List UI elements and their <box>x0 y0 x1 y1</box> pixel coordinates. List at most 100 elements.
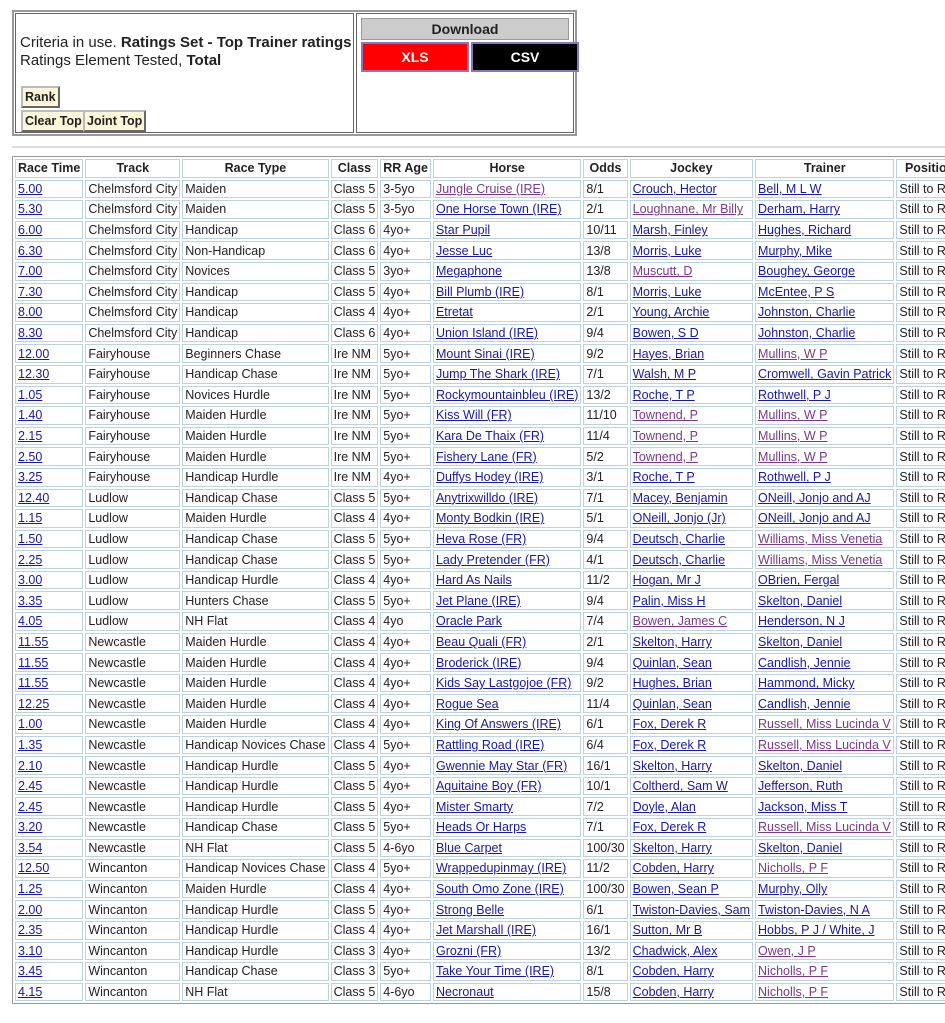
race-time-link[interactable]: 3.00 <box>18 573 43 588</box>
horse-link[interactable]: Anytrixwilldo (IRE) <box>435 490 539 505</box>
jockey-link[interactable]: Marsh, Finley <box>632 223 708 238</box>
horse-link[interactable]: Kids Say Lastgojoe (FR) <box>435 676 572 691</box>
race-time-link[interactable]: 1.05 <box>18 387 43 402</box>
jockey-link[interactable]: Cobden, Harry <box>632 861 714 876</box>
jockey-link[interactable]: Bowen, James C <box>632 614 728 629</box>
jockey-link[interactable]: Bowen, S D <box>632 326 699 341</box>
race-time-link[interactable]: 2.35 <box>18 923 43 938</box>
trainer-link[interactable]: Rothwell, P J <box>758 470 831 485</box>
race-time-link[interactable]: 11.55 <box>18 634 49 649</box>
race-time-link[interactable]: 3.10 <box>18 943 43 958</box>
race-time-link[interactable]: 3.25 <box>18 470 43 485</box>
jockey-link[interactable]: Chadwick, Alex <box>632 943 718 958</box>
jockey-link[interactable]: Townend, P <box>632 449 698 464</box>
trainer-link[interactable]: ONeill, Jonjo and AJ <box>758 490 871 505</box>
jockey-link[interactable]: Roche, T P <box>632 470 695 485</box>
horse-link[interactable]: Rogue Sea <box>435 696 499 711</box>
jockey-link[interactable]: Skelton, Harry <box>632 840 712 855</box>
jockey-link[interactable]: Deutsch, Charlie <box>632 531 726 546</box>
jockey-link[interactable]: ONeill, Jonjo (Jr) <box>632 511 726 526</box>
trainer-link[interactable]: Twiston-Davies, N A <box>758 902 870 917</box>
horse-link[interactable]: Jump The Shark (IRE) <box>435 367 561 382</box>
jockey-link[interactable]: Bowen, Sean P <box>632 882 719 897</box>
horse-link[interactable]: Fishery Lane (FR) <box>435 449 537 464</box>
horse-link[interactable]: Star Pupil <box>435 223 491 238</box>
trainer-link[interactable]: Candlish, Jennie <box>758 655 851 670</box>
horse-link[interactable]: Oracle Park <box>435 614 502 629</box>
trainer-link[interactable]: Skelton, Daniel <box>758 840 843 855</box>
jockey-link[interactable]: Fox, Derek R <box>632 717 707 732</box>
horse-link[interactable]: Duffys Hodey (IRE) <box>435 470 544 485</box>
race-time-link[interactable]: 6.00 <box>18 223 43 238</box>
trainer-link[interactable]: Skelton, Daniel <box>758 758 843 773</box>
race-time-link[interactable]: 1.35 <box>18 737 43 752</box>
trainer-link[interactable]: Owen, J P <box>758 943 816 958</box>
race-time-link[interactable]: 8.00 <box>18 305 43 320</box>
horse-link[interactable]: Jet Plane (IRE) <box>435 593 521 608</box>
horse-link[interactable]: Etretat <box>435 305 473 320</box>
joint-top-button[interactable]: Joint Top <box>83 110 147 132</box>
trainer-link[interactable]: Hughes, Richard <box>758 223 852 238</box>
race-time-link[interactable]: 1.25 <box>18 882 43 897</box>
jockey-link[interactable]: Cobden, Harry <box>632 964 714 979</box>
horse-link[interactable]: Aquitaine Boy (FR) <box>435 779 542 794</box>
horse-link[interactable]: Kiss Will (FR) <box>435 408 512 423</box>
trainer-link[interactable]: Bell, M L W <box>758 181 822 196</box>
trainer-link[interactable]: Skelton, Daniel <box>758 593 843 608</box>
horse-link[interactable]: Jesse Luc <box>435 243 493 258</box>
horse-link[interactable]: Heva Rose (FR) <box>435 531 527 546</box>
race-time-link[interactable]: 12.30 <box>18 367 50 382</box>
trainer-link[interactable]: Mullins, W P <box>758 408 828 423</box>
race-time-link[interactable]: 2.50 <box>18 449 43 464</box>
trainer-link[interactable]: Russell, Miss Lucinda V <box>758 820 891 835</box>
trainer-link[interactable]: Nicholls, P F <box>758 985 828 1000</box>
clear-top-button[interactable]: Clear Top <box>21 110 86 132</box>
horse-link[interactable]: Rockymountainbleu (IRE) <box>435 387 579 402</box>
trainer-link[interactable]: Jefferson, Ruth <box>758 779 843 794</box>
horse-link[interactable]: Broderick (IRE) <box>435 655 522 670</box>
trainer-link[interactable]: ONeill, Jonjo and AJ <box>758 511 871 526</box>
trainer-link[interactable]: Mullins, W P <box>758 429 828 444</box>
rank-button[interactable]: Rank <box>21 86 60 108</box>
race-time-link[interactable]: 2.25 <box>18 552 43 567</box>
horse-link[interactable]: Wrappedupinmay (IRE) <box>435 861 567 876</box>
race-time-link[interactable]: 5.30 <box>18 202 43 217</box>
race-time-link[interactable]: 12.25 <box>18 696 50 711</box>
jockey-link[interactable]: Loughnane, Mr Billy <box>632 202 744 217</box>
trainer-link[interactable]: Murphy, Olly <box>758 882 828 897</box>
trainer-link[interactable]: Nicholls, P F <box>758 861 828 876</box>
jockey-link[interactable]: Townend, P <box>632 408 698 423</box>
race-time-link[interactable]: 1.50 <box>18 531 43 546</box>
horse-link[interactable]: Strong Belle <box>435 902 505 917</box>
race-time-link[interactable]: 1.15 <box>18 511 43 526</box>
jockey-link[interactable]: Roche, T P <box>632 387 695 402</box>
trainer-link[interactable]: Hammond, Micky <box>758 676 855 691</box>
jockey-link[interactable]: Walsh, M P <box>632 367 697 382</box>
jockey-link[interactable]: Deutsch, Charlie <box>632 552 726 567</box>
trainer-link[interactable]: Derham, Harry <box>758 202 840 217</box>
horse-link[interactable]: Bill Plumb (IRE) <box>435 284 525 299</box>
jockey-link[interactable]: Hughes, Brian <box>632 676 712 691</box>
horse-link[interactable]: King Of Answers (IRE) <box>435 717 562 732</box>
race-time-link[interactable]: 1.00 <box>18 717 43 732</box>
trainer-link[interactable]: Nicholls, P F <box>758 964 828 979</box>
horse-link[interactable]: Rattling Road (IRE) <box>435 737 545 752</box>
race-time-link[interactable]: 7.30 <box>18 284 43 299</box>
trainer-link[interactable]: Jackson, Miss T <box>758 799 848 814</box>
horse-link[interactable]: South Omo Zone (IRE) <box>435 882 564 897</box>
trainer-link[interactable]: Johnston, Charlie <box>758 326 856 341</box>
horse-link[interactable]: Megaphone <box>435 264 502 279</box>
jockey-link[interactable]: Cobden, Harry <box>632 985 714 1000</box>
horse-link[interactable]: Jet Marshall (IRE) <box>435 923 536 938</box>
race-time-link[interactable]: 2.45 <box>18 799 43 814</box>
race-time-link[interactable]: 4.05 <box>18 614 43 629</box>
race-time-link[interactable]: 2.15 <box>18 429 43 444</box>
horse-link[interactable]: Grozni (FR) <box>435 943 502 958</box>
jockey-link[interactable]: Coltherd, Sam W <box>632 779 728 794</box>
trainer-link[interactable]: Hobbs, P J / White, J <box>758 923 875 938</box>
horse-link[interactable]: Gwennie May Star (FR) <box>435 758 568 773</box>
jockey-link[interactable]: Hayes, Brian <box>632 346 705 361</box>
race-time-link[interactable]: 3.20 <box>18 820 43 835</box>
horse-link[interactable]: Jungle Cruise (IRE) <box>435 181 546 196</box>
horse-link[interactable]: Union Island (IRE) <box>435 326 539 341</box>
